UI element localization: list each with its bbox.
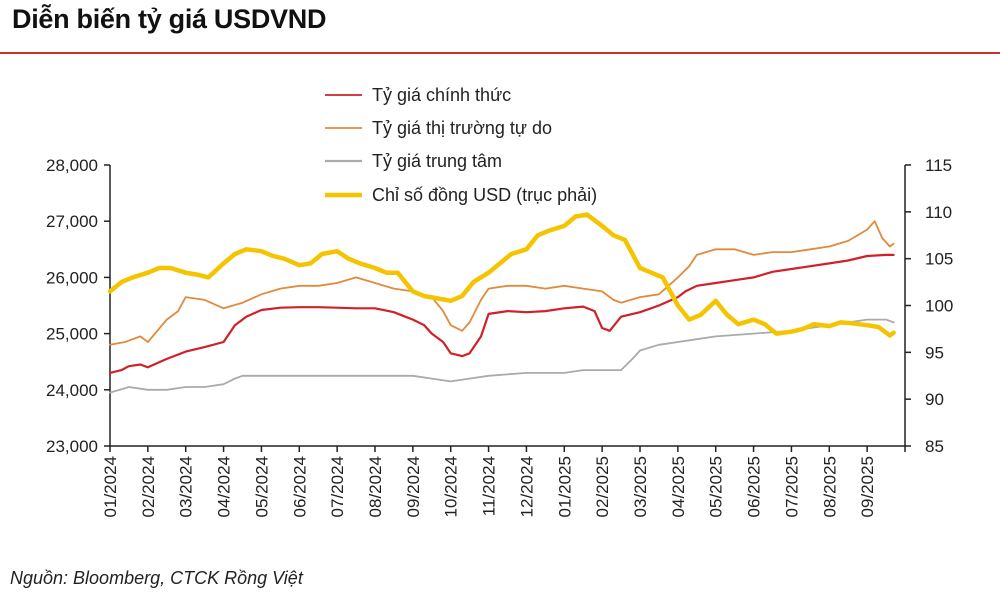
x-tick-label: 03/2024	[177, 456, 196, 517]
x-tick-label: 01/2025	[555, 456, 574, 517]
x-tick-label: 06/2024	[290, 456, 309, 517]
x-tick-label: 12/2024	[517, 456, 536, 517]
series-lines	[107, 212, 896, 394]
x-tick-label: 02/2024	[139, 456, 158, 517]
x-tick-label: 10/2024	[442, 456, 461, 517]
legend: Tỷ giá chính thức Tỷ giá thị trường tự do…	[325, 85, 597, 205]
y-left-tick-label: 26,000	[46, 268, 98, 287]
x-tick-label: 09/2024	[404, 456, 423, 517]
x-tick-label: 04/2025	[669, 456, 688, 517]
x-tick-label: 07/2024	[328, 456, 347, 517]
title-divider	[0, 52, 1000, 54]
page-title: Diễn biến tỷ giá USDVND	[12, 4, 327, 34]
y-right-tick-label: 95	[925, 343, 944, 362]
x-tick-label: 09/2025	[858, 456, 877, 517]
x-tick-label: 08/2025	[820, 456, 839, 517]
y-right-tick-label: 110	[925, 203, 952, 222]
x-tick-label: 04/2024	[215, 456, 234, 517]
y-right-tick-label: 115	[925, 156, 952, 175]
axes: 23,000 24,000 25,000 26,000 27,000 28,000 85 90…	[46, 156, 953, 517]
series-line	[109, 318, 895, 394]
y-left-tick-label: 28,000	[46, 156, 98, 175]
x-tick-label: 08/2024	[366, 456, 385, 517]
y-right-tick-label: 90	[925, 390, 944, 409]
series-line	[109, 220, 895, 346]
y-right-tick-label: 85	[925, 437, 944, 456]
y-left-tick-label: 24,000	[46, 381, 98, 400]
x-tick-label: 02/2025	[593, 456, 612, 517]
x-tick-label: 03/2025	[631, 456, 650, 517]
x-tick-label: 07/2025	[782, 456, 801, 517]
x-tick-label: 11/2024	[480, 456, 499, 516]
x-tick-label: 06/2025	[745, 456, 764, 517]
x-tick-label: 05/2024	[252, 456, 271, 517]
legend-label: Tỷ giá chính thức	[372, 85, 511, 105]
series-line	[107, 212, 896, 338]
y-left-tick-label: 27,000	[46, 212, 98, 231]
legend-label: Chỉ số đồng USD (trục phải)	[372, 185, 597, 205]
x-tick-label: 05/2025	[707, 456, 726, 517]
legend-label: Tỷ giá thị trường tự do	[372, 118, 552, 138]
y-right-tick-label: 105	[925, 250, 953, 269]
y-left-tick-label: 25,000	[46, 325, 98, 344]
y-left-tick-label: 23,000	[46, 437, 98, 456]
legend-label: Tỷ giá trung tâm	[372, 151, 502, 171]
y-right-tick-label: 100	[925, 297, 953, 316]
source-note: Nguồn: Bloomberg, CTCK Rồng Việt	[10, 568, 303, 588]
x-tick-label: 01/2024	[101, 456, 120, 517]
series-line	[108, 253, 895, 374]
